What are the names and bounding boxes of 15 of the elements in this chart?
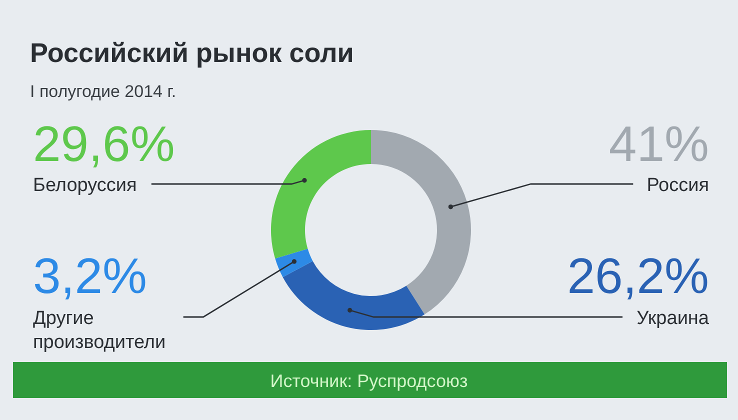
slice-label: Россия	[646, 175, 709, 196]
data-label: 3,2%	[33, 248, 147, 304]
donut-slice	[271, 130, 371, 258]
donut-slice	[371, 130, 471, 314]
slice-label: Белоруссия	[33, 175, 137, 196]
text: Источник: Руспродсоюз	[270, 371, 468, 391]
data-label: 29,6%	[33, 116, 175, 172]
donut-slice	[282, 261, 425, 330]
chart-title: Российский рынок соли	[30, 38, 354, 68]
donut-slice	[275, 248, 313, 278]
data-label: 26,2%	[567, 248, 709, 304]
slice-label: Украина	[636, 308, 710, 329]
chart-subtitle: I полугодие 2014 г.	[30, 82, 176, 101]
data-label: 41%	[608, 116, 709, 172]
slice-label: Другие производители	[33, 308, 166, 353]
